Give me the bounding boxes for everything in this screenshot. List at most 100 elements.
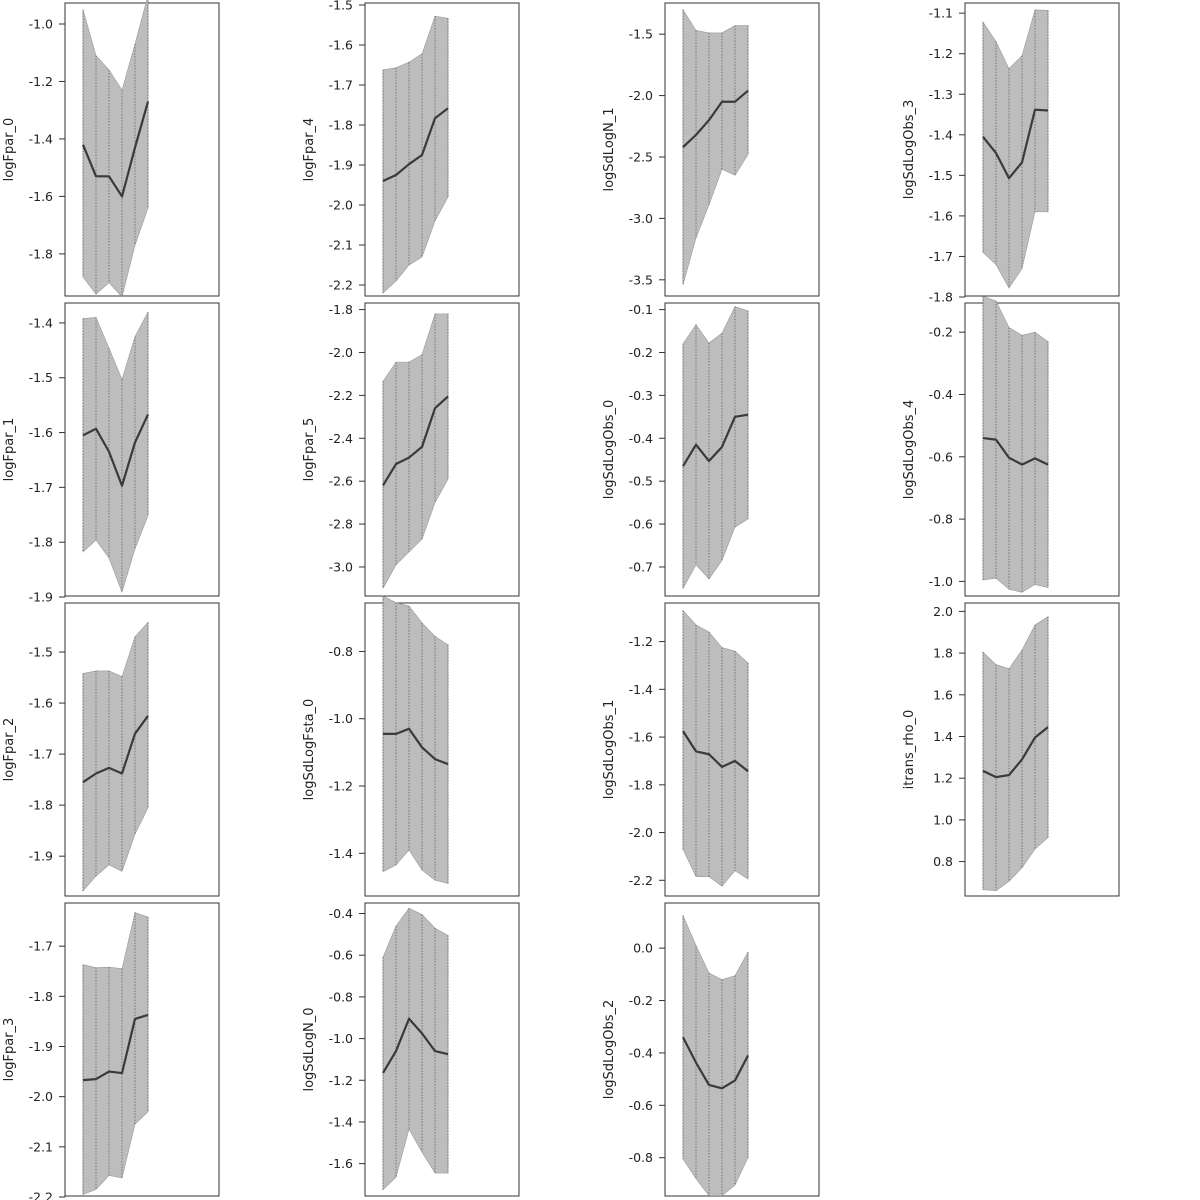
panel-logSdLogObs_3: -1.8 -1.7 -1.6 -1.5 -1.4 -1.3 -1.2 -1.1 logSdLog… — [902, 2, 1120, 305]
y-axis-label: logSdLogFsta_0 — [302, 699, 317, 801]
mean-line — [81, 101, 150, 198]
y-tick-label: -0.7 — [629, 559, 653, 574]
y-axis-label: logFpar_4 — [302, 118, 317, 182]
y-tick-label: -1.4 — [629, 682, 653, 697]
y-axis-label: logSdLogObs_2 — [602, 1000, 617, 1100]
y-tick-label: -0.5 — [629, 474, 653, 489]
mean-line — [382, 395, 449, 487]
panel-logFpar_5: -3.0 -2.8 -2.6 -2.4 -2.2 -2.0 -1.8 logFpar_5 — [302, 302, 520, 597]
y-tick-label: 1.6 — [933, 687, 953, 702]
y-axis-label: logFpar_3 — [2, 1018, 17, 1082]
y-tick-label: -3.0 — [629, 211, 653, 226]
y-axis-label: logSdLogN_1 — [602, 107, 617, 191]
confidence-band — [382, 907, 449, 1191]
y-tick-label: -1.8 — [29, 798, 53, 813]
y-tick-label: -1.0 — [329, 711, 353, 726]
y-axis-label: logFpar_2 — [2, 718, 17, 782]
y-tick-label: -3.5 — [629, 272, 653, 287]
y-axis-label: logFpar_5 — [302, 418, 317, 482]
panel-logSdLogObs_2: -0.8 -0.6 -0.4 -0.2 0.0 logSdLogObs_2 — [602, 902, 820, 1197]
mean-line — [982, 437, 1049, 466]
y-tick-label: -2.0 — [29, 1089, 53, 1104]
y-axis-label: logFpar_0 — [2, 118, 17, 182]
y-tick-label: 1.0 — [933, 812, 953, 827]
y-axis-label: logSdLogObs_1 — [602, 700, 617, 800]
y-tick-label: -2.6 — [329, 474, 353, 489]
y-tick-label: -2.2 — [629, 873, 653, 888]
confidence-band — [682, 8, 749, 285]
y-tick-label: -2.2 — [29, 1190, 53, 1200]
confidence-band — [682, 306, 749, 589]
panel-logSdLogObs_4: -1.0 -0.8 -0.6 -0.4 -0.2 logSdLogObs_4 — [902, 295, 1120, 597]
y-tick-label: 1.8 — [933, 646, 953, 661]
y-tick-label: -1.7 — [329, 78, 353, 93]
mean-line — [382, 1017, 449, 1074]
y-tick-label: -2.5 — [629, 149, 653, 164]
y-tick-label: -1.4 — [29, 315, 53, 330]
y-tick-label: -0.4 — [629, 431, 653, 446]
y-tick-label: -2.0 — [329, 198, 353, 213]
panel-logFpar_1: -1.9 -1.8 -1.7 -1.6 -1.5 -1.4 logFpar_1 — [2, 302, 220, 605]
y-tick-label: -1.4 — [929, 127, 953, 142]
mean-line — [82, 715, 149, 784]
y-tick-label: -0.4 — [329, 906, 353, 921]
y-tick-label: -1.8 — [29, 535, 53, 550]
y-tick-label: -0.8 — [929, 512, 953, 527]
y-tick-label: -1.6 — [929, 208, 953, 223]
mean-line — [383, 727, 449, 766]
y-tick-label: 0.8 — [933, 854, 953, 869]
y-tick-label: -0.6 — [629, 1098, 653, 1113]
mean-line — [682, 1036, 749, 1090]
confidence-band — [82, 912, 149, 1195]
y-tick-label: -1.4 — [329, 1114, 353, 1129]
y-tick-label: -0.4 — [929, 387, 953, 402]
y-tick-label: -0.6 — [329, 948, 353, 963]
y-tick-label: -2.4 — [329, 431, 353, 446]
y-tick-label: -0.3 — [629, 388, 653, 403]
y-tick-label: -1.6 — [329, 1156, 353, 1171]
y-axis-label: itrans_rho_0 — [902, 710, 917, 790]
mean-line — [382, 107, 449, 182]
y-tick-label: -1.0 — [329, 1031, 353, 1046]
y-tick-label: -0.8 — [629, 1150, 653, 1165]
mean-line — [82, 1013, 149, 1082]
y-tick-label: 0.0 — [633, 941, 653, 956]
y-tick-label: 1.2 — [933, 771, 953, 786]
panel-logFpar_2: -1.9 -1.8 -1.7 -1.6 -1.5 logFpar_2 — [2, 602, 220, 897]
y-tick-label: -1.8 — [929, 290, 953, 305]
y-tick-label: -1.2 — [29, 74, 53, 89]
y-tick-label: -1.0 — [929, 574, 953, 589]
y-tick-label: 2.0 — [933, 604, 953, 619]
y-tick-label: -1.9 — [29, 1039, 53, 1054]
y-tick-label: -0.2 — [629, 345, 653, 360]
y-tick-label: -2.0 — [629, 88, 653, 103]
y-tick-label: -1.6 — [29, 425, 53, 440]
y-axis-label: logFpar_1 — [2, 418, 17, 482]
y-tick-label: -3.0 — [329, 559, 353, 574]
y-tick-label: -1.7 — [29, 480, 53, 495]
y-tick-label: -0.1 — [629, 302, 653, 317]
y-tick-label: -1.5 — [629, 27, 653, 42]
y-tick-label: -1.9 — [29, 849, 53, 864]
y-axis-label: logSdLogObs_0 — [602, 400, 617, 500]
y-tick-label: -1.5 — [329, 0, 353, 13]
y-tick-label: -1.5 — [29, 370, 53, 385]
y-axis-label: logSdLogObs_4 — [902, 400, 917, 500]
y-tick-label: -1.2 — [929, 46, 953, 61]
y-tick-label: -1.6 — [629, 730, 653, 745]
y-tick-label: -1.8 — [29, 246, 53, 261]
y-tick-label: -1.9 — [29, 590, 53, 605]
y-tick-label: -1.7 — [29, 747, 53, 762]
y-tick-label: -2.0 — [629, 825, 653, 840]
panel-logFpar_4: -2.2 -2.1 -2.0 -1.9 -1.8 -1.7 -1.6 -1.5 logFpar_… — [302, 0, 520, 297]
y-tick-label: -1.7 — [929, 249, 953, 264]
y-tick-label: -0.6 — [629, 517, 653, 532]
y-tick-label: -0.2 — [929, 325, 953, 340]
confidence-band — [982, 295, 1049, 593]
y-tick-label: -2.0 — [329, 345, 353, 360]
panel-logSdLogObs_0: -0.7 -0.6 -0.5 -0.4 -0.3 -0.2 -0.1 logSdLogObs_… — [602, 302, 820, 597]
confidence-band — [82, 311, 149, 593]
y-tick-label: -1.5 — [929, 168, 953, 183]
y-tick-label: -1.6 — [29, 696, 53, 711]
